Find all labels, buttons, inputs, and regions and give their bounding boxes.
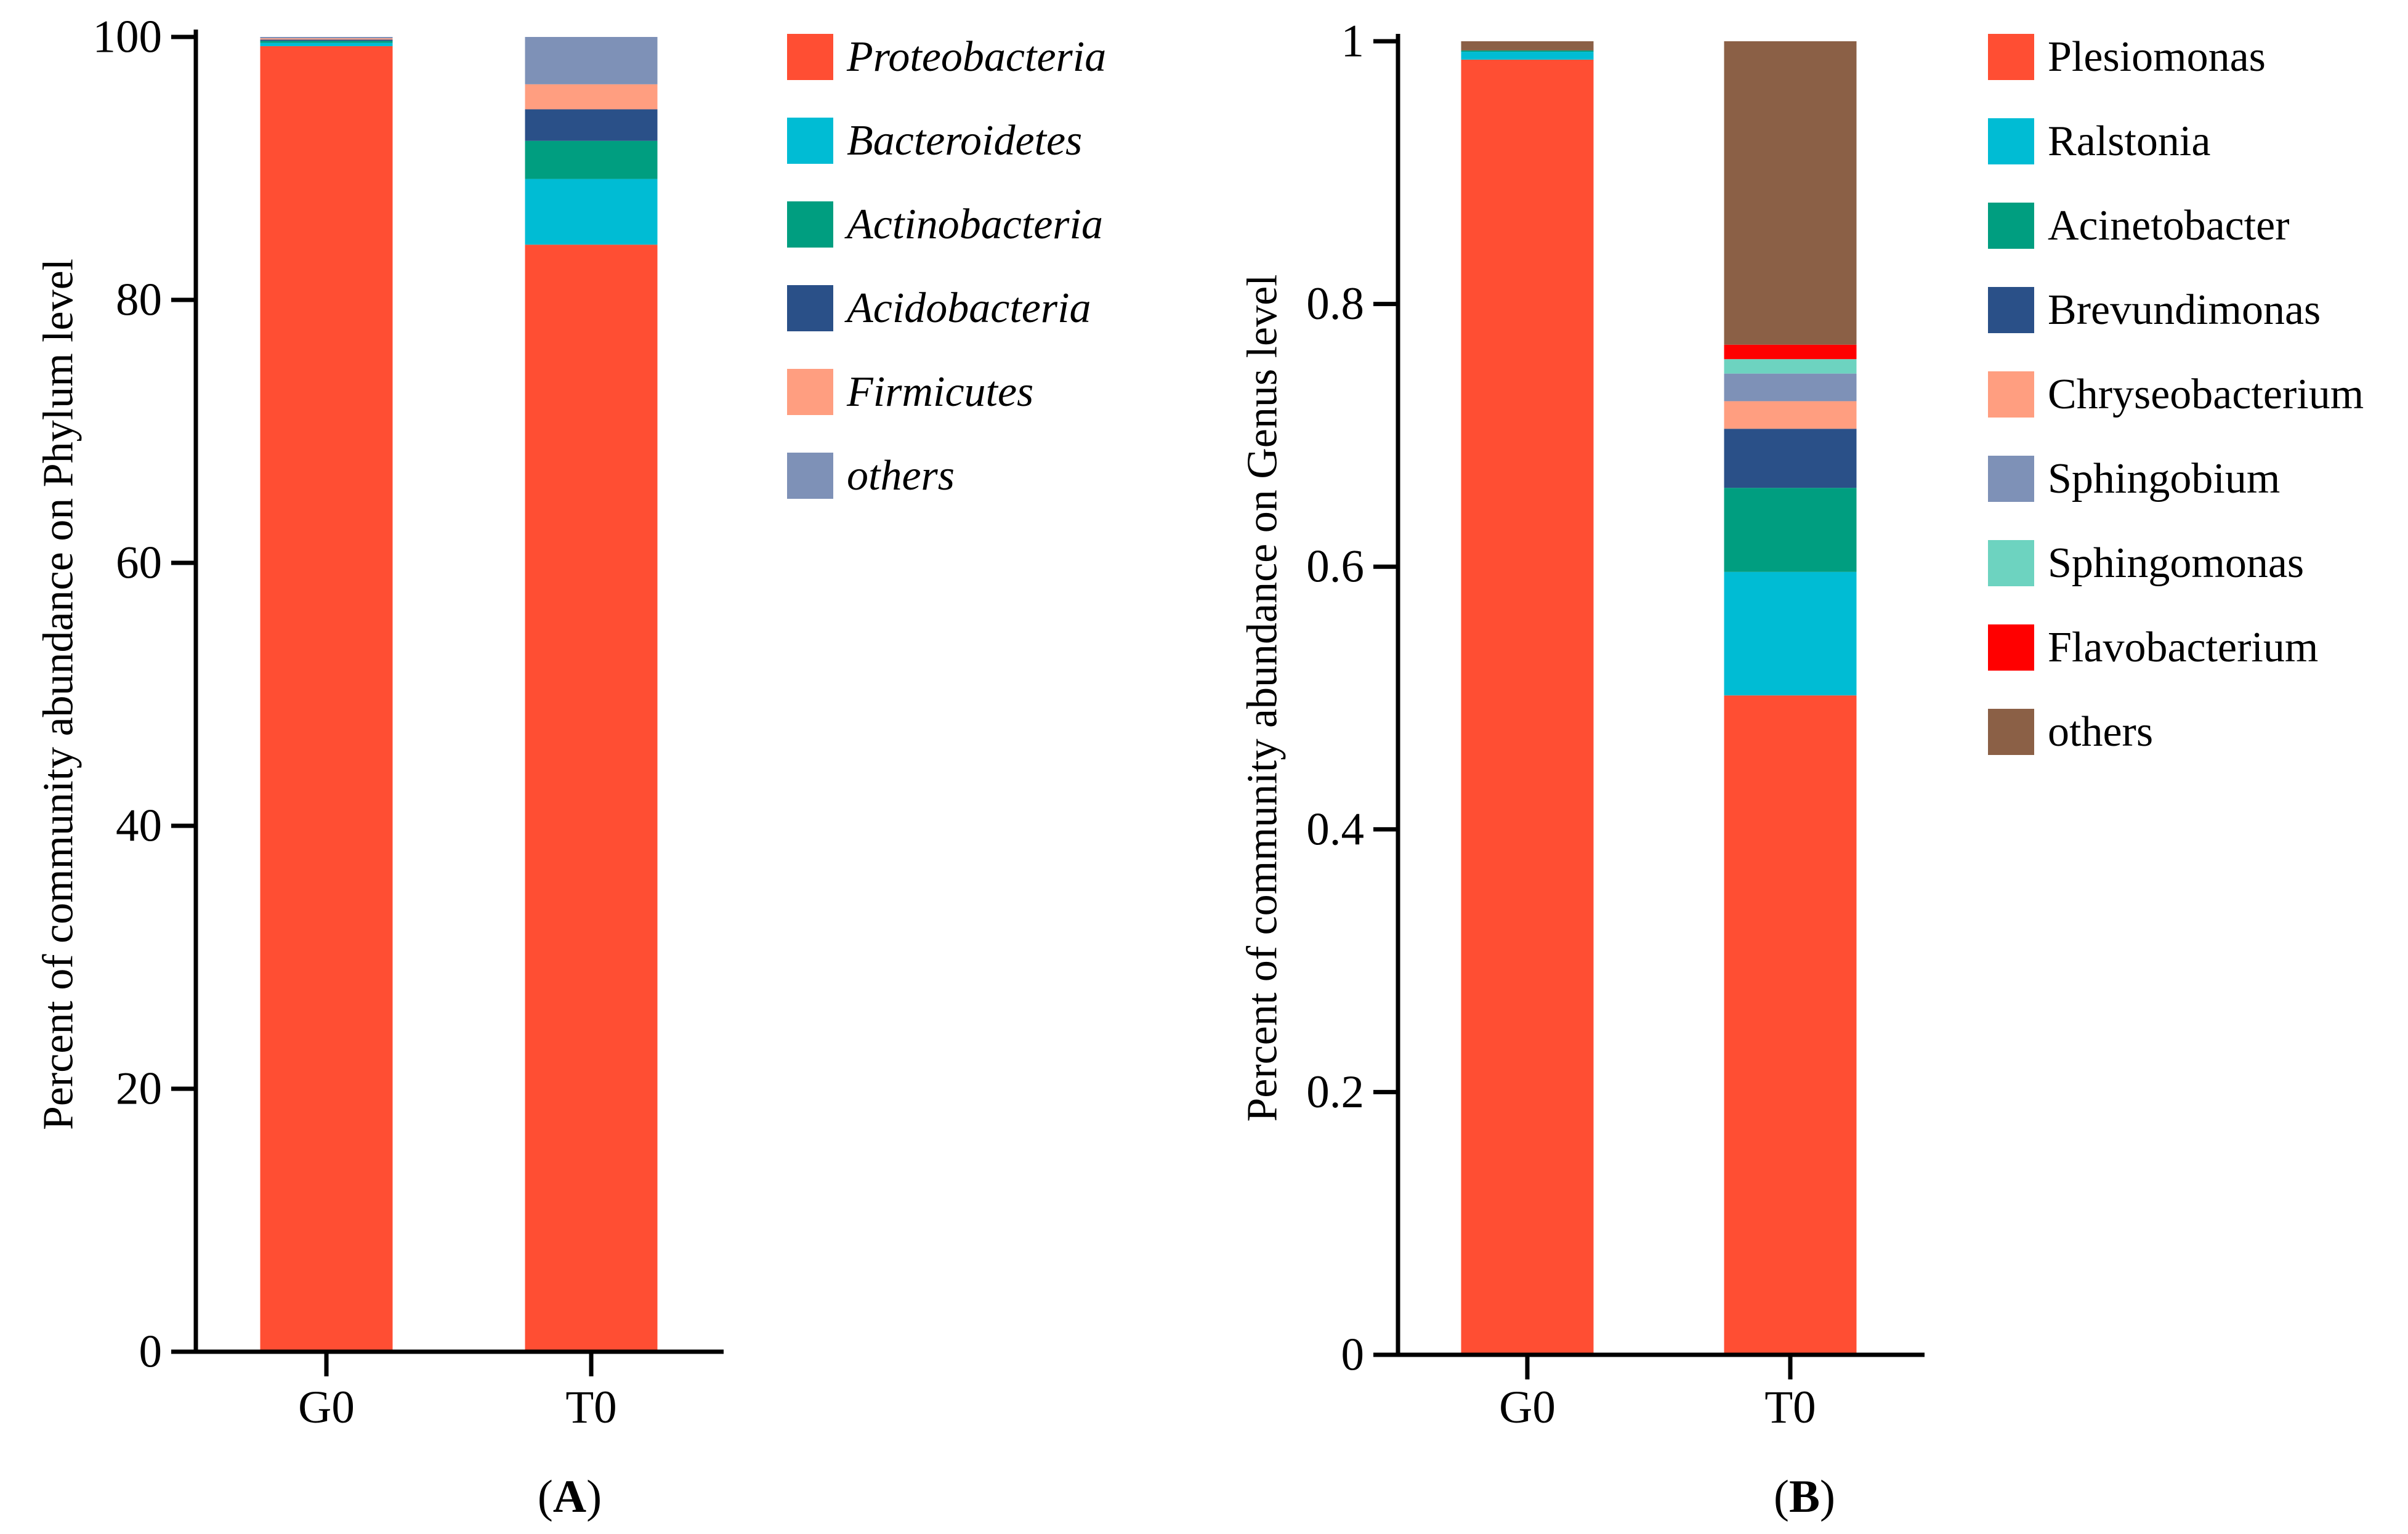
- bar-segment-t0-acidobacteria: [525, 109, 658, 141]
- legend-label: Sphingomonas: [2048, 539, 2304, 587]
- bar-segment-g0-bacteroidetes: [260, 42, 393, 46]
- legend-label: Flavobacterium: [2048, 624, 2318, 671]
- x-tick-label-g0: G0: [298, 1382, 355, 1433]
- legend-label: Firmicutes: [846, 368, 1033, 416]
- y-tick-label: 0.2: [1306, 1067, 1364, 1118]
- y-tick-label: 20: [116, 1064, 162, 1115]
- legend-item-brevundimonas: Brevundimonas: [1988, 286, 2321, 334]
- panel-label: (B): [1774, 1471, 1835, 1522]
- y-tick-label: 0.4: [1306, 804, 1364, 855]
- y-tick-label: 80: [116, 275, 162, 326]
- legend-item-acinetobacter: Acinetobacter: [1988, 202, 2290, 249]
- legend-item-others: others: [1988, 708, 2153, 756]
- x-tick-label-t0: T0: [565, 1382, 616, 1433]
- bar-segment-g0-others: [260, 37, 393, 39]
- bar-segment-g0-proteobacteria: [260, 46, 393, 1352]
- legend-item-actinobacteria: Actinobacteria: [787, 201, 1103, 248]
- x-tick-label-g0: G0: [1499, 1382, 1556, 1433]
- y-tick-label: 0.8: [1306, 278, 1364, 329]
- bar-segment-t0-sphingomonas: [1724, 359, 1857, 374]
- y-axis-title: Percent of community abundance on Phylum…: [35, 259, 83, 1130]
- legend-swatch: [1988, 287, 2034, 333]
- legend-swatch: [1988, 203, 2034, 249]
- legend-item-acidobacteria: Acidobacteria: [787, 285, 1091, 332]
- legend-swatch: [787, 201, 833, 248]
- bar-segment-t0-bacteroidetes: [525, 179, 658, 245]
- bar-segment-g0-ralstonia: [1461, 52, 1594, 60]
- legend-label: Sphingobium: [2048, 455, 2280, 503]
- legend-swatch: [787, 34, 833, 80]
- bar-segment-t0-chryseobacterium: [1724, 401, 1857, 429]
- legend: Proteobacteria Bacteroidetes Actinobacteri…: [787, 33, 1106, 499]
- legend-label: Brevundimonas: [2048, 286, 2321, 334]
- bar-segment-g0-acidobacteria: [260, 39, 393, 41]
- bar-segment-t0-sphingobium: [1724, 373, 1857, 402]
- bar-segment-t0-brevundimonas: [1724, 429, 1857, 488]
- legend-label: Acinetobacter: [2048, 202, 2290, 249]
- legend-swatch: [1988, 709, 2034, 755]
- legend-swatch: [1988, 371, 2034, 418]
- legend-label: Ralstonia: [2048, 118, 2210, 165]
- bar-segment-t0-actinobacteria: [525, 140, 658, 179]
- bar-segment-t0-others: [525, 37, 658, 84]
- legend-label: others: [2048, 708, 2153, 756]
- bar-segment-t0-ralstonia: [1724, 571, 1857, 696]
- legend-item-flavobacterium: Flavobacterium: [1988, 624, 2318, 671]
- legend-item-ralstonia: Ralstonia: [1988, 118, 2210, 165]
- y-tick-label: 40: [116, 801, 162, 852]
- y-tick-label: 100: [93, 12, 163, 63]
- bar-segment-t0-proteobacteria: [525, 244, 658, 1352]
- x-tick-label-t0: T0: [1764, 1382, 1816, 1433]
- y-tick-label: 1: [1341, 16, 1365, 67]
- panel-b-genus-chart: 0 0.2 0.4 0.6 0.8 1 G0 T0 Percent of community a…: [1239, 16, 2364, 1523]
- legend-label: Proteobacteria: [846, 33, 1106, 81]
- bar-segment-t0-others: [1724, 41, 1857, 345]
- legend-item-firmicutes: Firmicutes: [787, 368, 1033, 416]
- legend-item-sphingomonas: Sphingomonas: [1988, 539, 2304, 587]
- y-tick-label: 60: [116, 538, 162, 589]
- bar-segment-g0-actinobacteria: [260, 41, 393, 43]
- legend-swatch: [787, 118, 833, 164]
- legend-label: Acidobacteria: [844, 285, 1091, 332]
- bar-segment-g0-others: [1461, 41, 1594, 50]
- bar-segment-t0-acinetobacter: [1724, 488, 1857, 572]
- panel-label: (A): [538, 1471, 602, 1522]
- legend-label: Plesiomonas: [2048, 33, 2266, 81]
- bar-segment-g0-firmicutes: [260, 38, 393, 40]
- bar-segment-t0-firmicutes: [525, 84, 658, 110]
- legend-swatch: [1988, 456, 2034, 502]
- legend-item-others: others: [787, 452, 955, 499]
- legend: Plesiomonas Ralstonia Acinetobacter Brevund…: [1988, 33, 2364, 756]
- bar-segment-t0-plesiomonas: [1724, 695, 1857, 1355]
- legend-item-sphingobium: Sphingobium: [1988, 455, 2280, 503]
- legend-swatch: [1988, 540, 2034, 586]
- legend-item-bacteroidetes: Bacteroidetes: [787, 117, 1082, 164]
- legend-item-plesiomonas: Plesiomonas: [1988, 33, 2266, 81]
- legend-swatch: [1988, 34, 2034, 80]
- y-axis-title: Percent of community abundance on Genus …: [1239, 274, 1287, 1121]
- legend-swatch: [787, 369, 833, 415]
- bar-segment-g0-plesiomonas: [1461, 59, 1594, 1355]
- bar-segment-g0-acinetobacter: [1461, 50, 1594, 52]
- legend-label: Chryseobacterium: [2048, 371, 2364, 418]
- y-tick-label: 0: [139, 1326, 163, 1378]
- bar-segment-t0-flavobacterium: [1724, 344, 1857, 360]
- y-tick-label: 0.6: [1306, 541, 1364, 592]
- legend-item-chryseobacterium: Chryseobacterium: [1988, 371, 2364, 418]
- y-tick-label: 0: [1341, 1330, 1365, 1381]
- legend-item-proteobacteria: Proteobacteria: [787, 33, 1106, 81]
- legend-swatch: [787, 453, 833, 499]
- legend-label: others: [847, 452, 955, 499]
- legend-label: Actinobacteria: [844, 201, 1103, 248]
- panel-a-phylum-chart: 0 20 40 60 80 100 G0 T0 Percent of community abu…: [35, 12, 1107, 1523]
- legend-swatch: [1988, 118, 2034, 164]
- legend-swatch: [787, 285, 833, 331]
- legend-swatch: [1988, 624, 2034, 671]
- legend-label: Bacteroidetes: [847, 117, 1082, 164]
